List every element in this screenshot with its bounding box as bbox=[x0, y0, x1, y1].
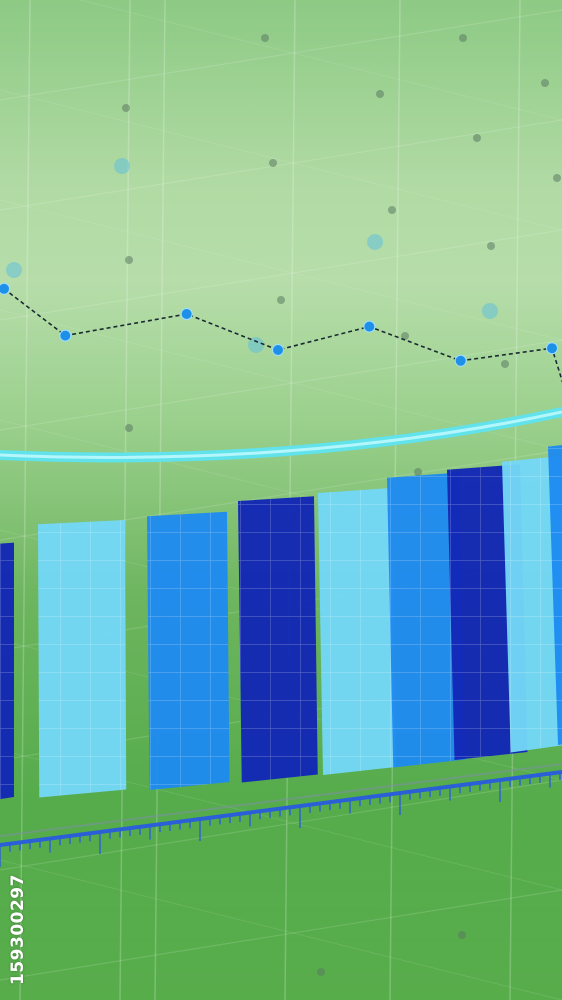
bar-grid-overlay bbox=[502, 456, 562, 753]
line-point bbox=[546, 342, 558, 355]
axis-shadow-line bbox=[0, 763, 562, 837]
grid-line bbox=[0, 889, 562, 981]
background-dot bbox=[473, 134, 481, 142]
background-dot bbox=[388, 206, 396, 214]
grid-line bbox=[0, 9, 562, 101]
stock-id-text: 159300297 bbox=[8, 874, 28, 985]
background-dot bbox=[277, 296, 285, 304]
background-dot bbox=[541, 79, 549, 87]
background-dot bbox=[487, 242, 495, 250]
background-dot bbox=[414, 468, 422, 476]
axis-line bbox=[0, 770, 562, 847]
grid-line bbox=[0, 199, 562, 341]
bar-grid-overlay bbox=[548, 444, 562, 745]
background-dots bbox=[6, 34, 561, 976]
grid-line bbox=[78, 0, 562, 121]
background-blur-dot bbox=[114, 158, 130, 174]
grid-line bbox=[0, 89, 562, 231]
bar-grid-overlay bbox=[38, 519, 127, 798]
background-blur-dot bbox=[367, 234, 383, 250]
background-dot bbox=[261, 34, 269, 42]
background-dot bbox=[501, 360, 509, 368]
background-dot bbox=[401, 332, 409, 340]
background-dot bbox=[269, 159, 277, 167]
background-dot bbox=[125, 256, 133, 264]
background-dot bbox=[553, 174, 561, 182]
background-blur-dot bbox=[482, 303, 498, 319]
line-point bbox=[272, 344, 284, 356]
background-dot bbox=[458, 931, 466, 939]
bar-chart bbox=[0, 444, 562, 800]
background-dot bbox=[459, 34, 467, 42]
background-dot bbox=[122, 104, 130, 112]
bar-grid-overlay bbox=[0, 542, 14, 800]
line-point bbox=[454, 354, 467, 367]
line-point bbox=[363, 320, 376, 333]
bar-grid-overlay bbox=[238, 496, 318, 783]
line-point bbox=[59, 329, 72, 342]
line-chart bbox=[0, 282, 562, 384]
grid-line bbox=[119, 0, 131, 1000]
bar-grid-overlay bbox=[147, 511, 230, 790]
line-point bbox=[0, 282, 10, 295]
line-point bbox=[180, 308, 193, 320]
grid-line bbox=[0, 119, 562, 211]
line-series bbox=[3, 288, 562, 384]
grid-line bbox=[154, 0, 166, 1000]
grid-line bbox=[0, 339, 562, 431]
grid-line bbox=[0, 859, 562, 1000]
background-blur-dot bbox=[6, 262, 22, 278]
bar-grid-overlay bbox=[387, 472, 466, 768]
background-dot bbox=[376, 90, 384, 98]
cyan-arc-highlight bbox=[0, 410, 562, 459]
background-blur-dot bbox=[248, 337, 264, 353]
background-dot bbox=[125, 424, 133, 432]
grid-line bbox=[0, 229, 562, 321]
bar-grid-overlay bbox=[318, 488, 396, 775]
x-axis-ruler bbox=[0, 763, 562, 867]
background-dot bbox=[317, 968, 325, 976]
grid-line bbox=[0, 779, 562, 871]
